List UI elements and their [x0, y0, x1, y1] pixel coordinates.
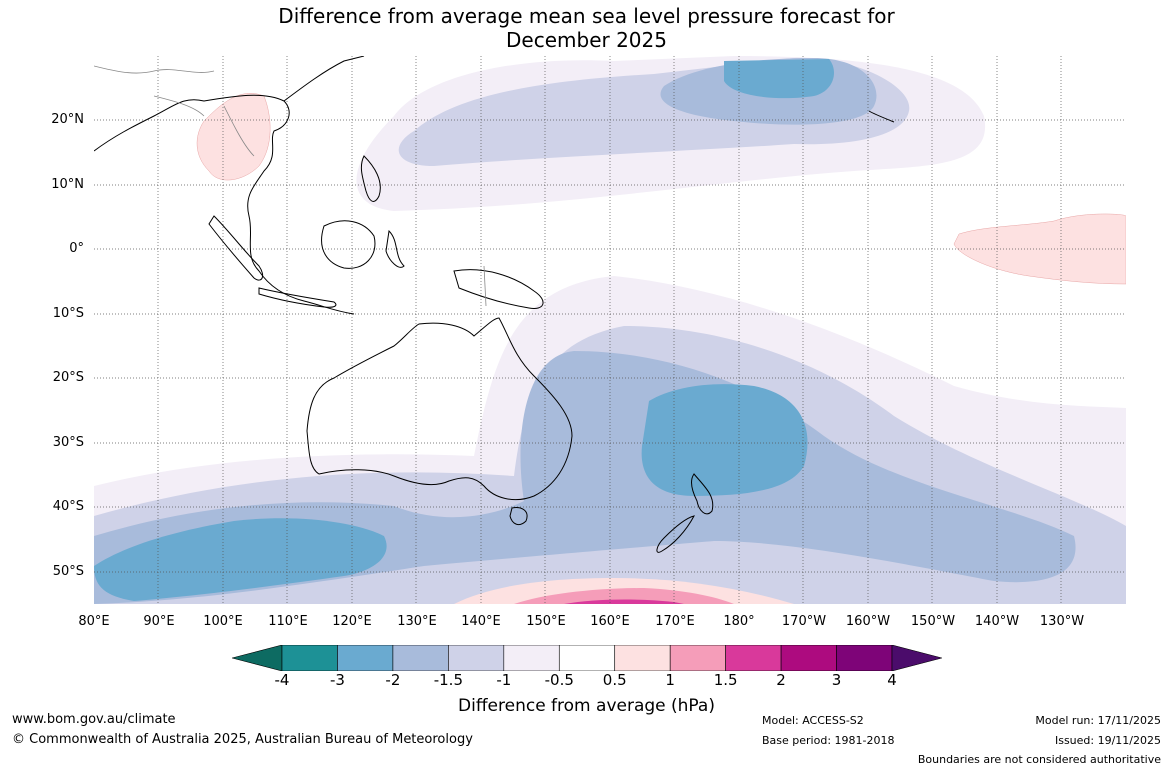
colorbar-swatch — [614, 645, 671, 671]
sulawesi — [385, 229, 405, 268]
pressure-anomaly-map — [94, 56, 1126, 604]
borneo — [321, 220, 376, 269]
chart-title: Difference from average mean sea level p… — [0, 4, 1173, 52]
lat-label-20n: 20°N — [51, 112, 84, 127]
north-band-core — [724, 59, 834, 99]
colorbar-label: Difference from average (hPa) — [458, 696, 715, 716]
colorbar-tick-label: 3 — [831, 671, 842, 689]
lon-label: 170°E — [655, 614, 695, 629]
asia-coastline — [94, 94, 355, 315]
colorbar-under-arrow — [232, 645, 283, 671]
lat-label-10s: 10°S — [52, 306, 84, 321]
colorbar-tick-label: 1 — [665, 671, 675, 689]
colorbar-tick-label: -0.5 — [544, 671, 574, 689]
colorbar-tick-label: 4 — [887, 671, 897, 689]
lon-label: 160°W — [845, 614, 891, 629]
colorbar — [232, 645, 942, 671]
colorbar-swatch — [836, 645, 893, 671]
china-coast — [283, 56, 365, 102]
lon-label: 80°E — [78, 614, 110, 629]
model-run-text: Model run: 17/11/2025 — [1035, 714, 1161, 727]
lon-label: 150°W — [910, 614, 956, 629]
lat-label-10n: 10°N — [51, 177, 84, 192]
colorbar-swatch — [503, 645, 560, 671]
base-period-text: Base period: 1981-2018 — [762, 734, 895, 747]
lon-label: 160°E — [590, 614, 630, 629]
colorbar-tick-label: -1.5 — [433, 671, 463, 689]
colorbar-swatch — [392, 645, 449, 671]
australia — [306, 317, 573, 501]
disclaimer-text: Boundaries are not considered authoritat… — [917, 753, 1161, 766]
coastlines — [94, 56, 895, 553]
lon-label: 110°E — [268, 614, 308, 629]
japan-hawaii — [868, 110, 895, 123]
new-zealand-south — [656, 515, 695, 553]
issued-text: Issued: 19/11/2025 — [1054, 734, 1161, 747]
lon-label: 130°W — [1039, 614, 1085, 629]
lon-label: 140°W — [974, 614, 1020, 629]
colorbar-swatch — [281, 645, 338, 671]
colorbar-swatch — [558, 645, 616, 671]
country-borders — [94, 65, 487, 307]
lon-label: 120°E — [332, 614, 372, 629]
website-text: www.bom.gov.au/climate — [12, 712, 176, 727]
colorbar-tick-label: -3 — [329, 671, 345, 689]
lon-label: 170°W — [781, 614, 827, 629]
tasmania — [509, 507, 528, 526]
lat-label-0: 0° — [69, 241, 84, 256]
southern-ocean-positive-mid — [514, 588, 734, 604]
south-core-east — [641, 384, 808, 496]
title-line-1: Difference from average mean sea level p… — [278, 4, 895, 28]
copyright-text: © Commonwealth of Australia 2025, Austra… — [12, 732, 473, 747]
lon-label: 180° — [723, 614, 755, 629]
colorbar-tick-label: -1 — [496, 671, 512, 689]
southern-ocean-positive-core — [564, 599, 684, 604]
lat-label-30s: 30°S — [52, 435, 84, 450]
lon-label: 130°E — [397, 614, 437, 629]
indochina-positive — [196, 93, 271, 181]
new-zealand-north — [690, 473, 714, 515]
colorbar-tick-label: 1.5 — [713, 671, 738, 689]
colorbar-tick-label: 2 — [776, 671, 786, 689]
lat-label-20s: 20°S — [52, 370, 84, 385]
colorbar-tick-label: -2 — [385, 671, 401, 689]
south-core-west — [94, 518, 387, 601]
lat-label-40s: 40°S — [52, 499, 84, 514]
colorbar-swatch — [780, 645, 837, 671]
colorbar-swatch — [448, 645, 505, 671]
colorbar-swatch — [337, 645, 394, 671]
model-text: Model: ACCESS-S2 — [762, 714, 864, 727]
java — [258, 287, 337, 308]
colorbar-tick-label: -4 — [274, 671, 290, 689]
lon-label: 150°E — [526, 614, 566, 629]
title-line-2: December 2025 — [506, 28, 667, 52]
colorbar-tick-label: 0.5 — [602, 671, 627, 689]
sumatra — [208, 215, 264, 281]
philippines — [360, 155, 381, 202]
lat-label-50s: 50°S — [52, 564, 84, 579]
colorbar-swatch — [669, 645, 726, 671]
colorbar-over-arrow — [891, 645, 942, 671]
lon-label: 90°E — [143, 614, 175, 629]
colorbar-swatch — [725, 645, 782, 671]
lon-label: 100°E — [203, 614, 243, 629]
graticule — [94, 56, 1126, 604]
lon-label: 140°E — [461, 614, 501, 629]
